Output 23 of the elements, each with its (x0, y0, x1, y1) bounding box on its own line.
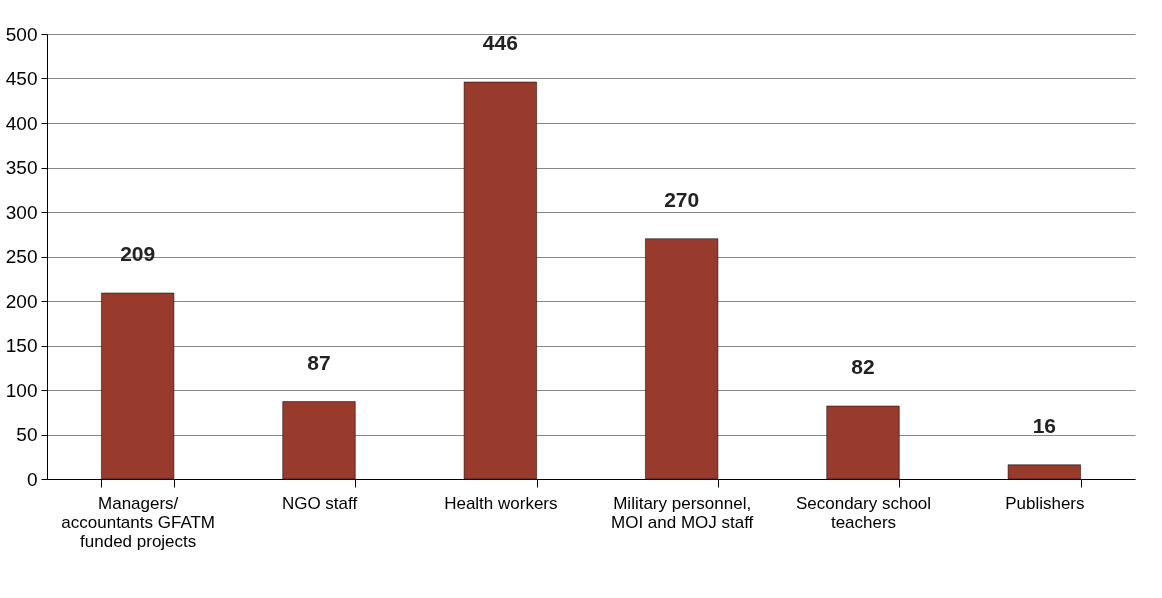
x-tick-label: Publishers (1005, 493, 1085, 513)
y-tick-label: 500 (5, 23, 38, 45)
y-tick-label: 250 (5, 246, 38, 267)
x-tick-label: NGO staff (281, 493, 358, 513)
x-tick-label: Managers/ accountants GFATM funded projects (61, 493, 216, 551)
x-tick-label: Military personnel, MOI and MOJ staff (610, 493, 754, 532)
y-tick-label: 100 (5, 379, 38, 401)
data-label: 209 (120, 241, 156, 265)
y-tick-label: 300 (5, 201, 38, 223)
y-tick-label: 50 (16, 424, 38, 445)
data-label: 16 (1032, 413, 1057, 437)
y-tick-label: 0 (26, 468, 38, 490)
y-tick-label: 200 (5, 290, 38, 312)
y-tick-label: 400 (5, 112, 38, 134)
data-label: 82 (851, 355, 875, 379)
data-label: 446 (482, 31, 518, 55)
data-label: 270 (664, 187, 700, 211)
x-tick-label: Secondary school teachers (795, 493, 932, 532)
y-tick-label: 350 (5, 157, 38, 178)
y-tick-label: 150 (5, 335, 38, 356)
x-tick-label: Health workers (444, 493, 558, 513)
data-label: 87 (307, 350, 331, 374)
y-tick-label: 450 (5, 68, 38, 89)
